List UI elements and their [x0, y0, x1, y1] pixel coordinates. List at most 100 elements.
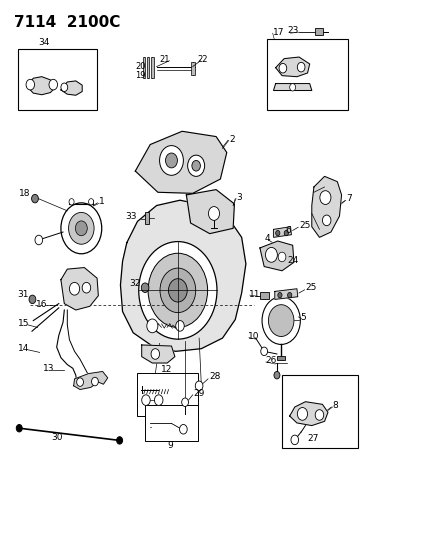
Bar	[315, 28, 323, 35]
Polygon shape	[276, 57, 310, 77]
Circle shape	[142, 395, 150, 406]
Circle shape	[139, 241, 217, 339]
Polygon shape	[61, 81, 82, 95]
Circle shape	[32, 195, 39, 203]
Text: 30: 30	[51, 433, 63, 442]
Text: 14: 14	[18, 344, 30, 353]
Circle shape	[276, 230, 280, 236]
Text: 1: 1	[99, 197, 105, 206]
Circle shape	[89, 199, 94, 205]
Polygon shape	[135, 131, 227, 193]
Polygon shape	[61, 268, 98, 310]
Circle shape	[279, 63, 287, 73]
Text: 7: 7	[346, 194, 351, 203]
Text: 29: 29	[193, 389, 205, 398]
Circle shape	[195, 381, 203, 391]
Text: 17: 17	[273, 28, 284, 37]
Circle shape	[61, 203, 102, 254]
Circle shape	[166, 153, 178, 168]
Text: 24: 24	[288, 256, 299, 265]
Text: 9: 9	[167, 441, 173, 450]
Text: 20: 20	[135, 62, 146, 70]
Text: 10: 10	[248, 332, 259, 341]
Text: 13: 13	[43, 364, 54, 373]
Circle shape	[315, 410, 324, 420]
Circle shape	[26, 79, 35, 90]
Polygon shape	[273, 227, 291, 237]
Circle shape	[297, 62, 305, 72]
Circle shape	[265, 247, 277, 262]
Circle shape	[208, 207, 220, 220]
Polygon shape	[142, 345, 175, 363]
Circle shape	[35, 235, 43, 245]
Circle shape	[16, 424, 22, 432]
Circle shape	[284, 230, 288, 236]
Circle shape	[68, 213, 94, 244]
Circle shape	[29, 295, 36, 304]
Text: 23: 23	[287, 26, 298, 35]
Bar	[282, 375, 358, 448]
Bar	[145, 213, 149, 224]
Text: 15: 15	[18, 319, 30, 328]
Circle shape	[147, 319, 158, 333]
Circle shape	[116, 437, 122, 444]
Text: 33: 33	[125, 212, 137, 221]
Polygon shape	[273, 84, 312, 91]
Circle shape	[69, 282, 80, 295]
Circle shape	[187, 155, 205, 176]
Polygon shape	[290, 402, 328, 425]
Bar	[145, 406, 198, 441]
Circle shape	[278, 293, 282, 298]
Circle shape	[77, 378, 83, 386]
Text: 3: 3	[236, 193, 242, 202]
Text: 5: 5	[300, 313, 306, 322]
Bar	[18, 49, 97, 110]
Text: 34: 34	[38, 38, 50, 47]
Circle shape	[69, 199, 74, 205]
Text: 25: 25	[299, 221, 310, 230]
Circle shape	[176, 320, 184, 331]
Polygon shape	[186, 190, 235, 233]
Circle shape	[151, 349, 160, 359]
Circle shape	[82, 282, 91, 293]
Bar	[151, 57, 154, 78]
Circle shape	[274, 372, 280, 379]
Circle shape	[92, 377, 98, 386]
Text: 12: 12	[161, 365, 172, 374]
Text: 21: 21	[160, 55, 170, 64]
Polygon shape	[275, 289, 298, 300]
Circle shape	[320, 191, 331, 205]
Text: 16: 16	[36, 300, 48, 309]
Text: 8: 8	[332, 401, 338, 410]
Bar	[190, 62, 195, 75]
Circle shape	[141, 283, 149, 293]
Text: 32: 32	[129, 279, 140, 288]
Circle shape	[297, 408, 308, 420]
Text: 28: 28	[209, 372, 220, 381]
Circle shape	[148, 253, 208, 327]
Circle shape	[61, 83, 68, 92]
Text: 11: 11	[249, 289, 260, 298]
Bar	[260, 292, 269, 300]
Circle shape	[75, 221, 87, 236]
Bar	[137, 373, 198, 416]
Circle shape	[291, 435, 299, 445]
Text: 19: 19	[135, 71, 146, 80]
Circle shape	[180, 424, 187, 434]
Polygon shape	[27, 77, 56, 95]
Text: 18: 18	[19, 189, 31, 198]
Circle shape	[160, 146, 183, 175]
Circle shape	[268, 305, 294, 336]
Polygon shape	[74, 372, 108, 390]
Text: 25: 25	[306, 283, 317, 292]
Circle shape	[322, 215, 331, 225]
Polygon shape	[120, 200, 246, 351]
Circle shape	[290, 84, 296, 91]
Circle shape	[181, 398, 188, 407]
Circle shape	[261, 347, 268, 356]
Bar	[277, 356, 285, 360]
Circle shape	[155, 395, 163, 406]
Polygon shape	[260, 241, 294, 271]
Circle shape	[262, 297, 300, 344]
Text: 2: 2	[229, 135, 235, 144]
